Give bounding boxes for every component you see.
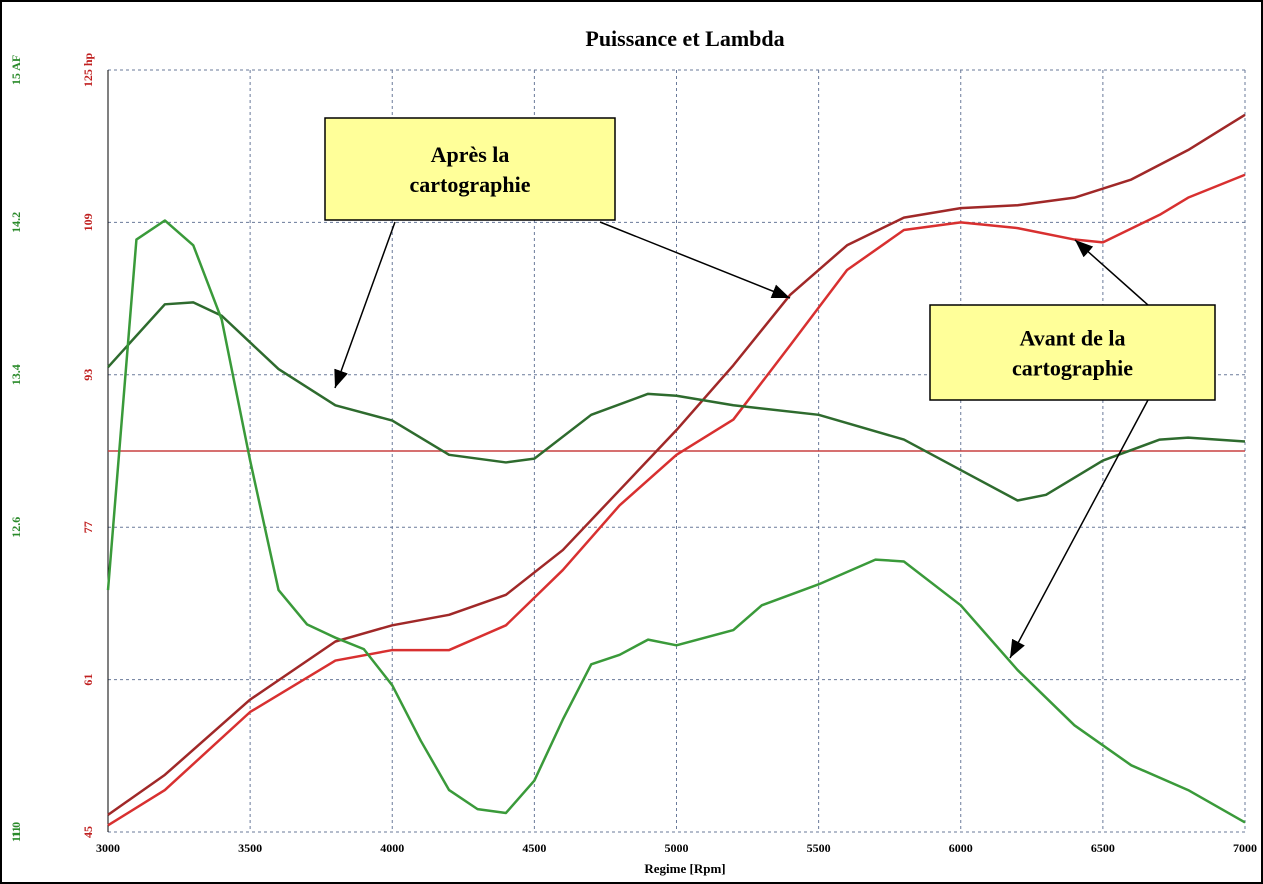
annotation-arrow xyxy=(599,221,791,299)
annotation-arrow xyxy=(334,221,396,389)
x-tick-label: 4500 xyxy=(522,841,546,855)
annotation-text: Après la xyxy=(431,142,510,167)
x-tick-label: 6000 xyxy=(949,841,973,855)
y-tick-label: 45 xyxy=(81,826,95,838)
annotation-text: Avant de la xyxy=(1020,326,1126,351)
series-line xyxy=(106,219,1246,824)
series-line xyxy=(107,113,1246,816)
y-tick-label: 109 xyxy=(81,213,95,231)
x-tick-label: 4000 xyxy=(380,841,404,855)
y2-tick-label: 11 xyxy=(9,826,23,837)
annotation-box xyxy=(929,304,1216,401)
chart-title: Puissance et Lambda xyxy=(585,26,784,51)
y2-tick-label: 13.4 xyxy=(9,364,23,385)
x-tick-label: 3500 xyxy=(238,841,262,855)
annotation-arrow xyxy=(1074,239,1149,306)
y2-tick-label: 15 AF xyxy=(9,55,23,85)
y-tick-label: 125 hp xyxy=(81,53,95,88)
x-axis-label: Regime [Rpm] xyxy=(644,861,725,876)
y2-tick-label: 14.2 xyxy=(9,212,23,233)
y2-tick-label: 11.0 xyxy=(9,822,23,842)
x-tick-label: 7000 xyxy=(1233,841,1257,855)
x-tick-label: 5000 xyxy=(665,841,689,855)
x-tick-label: 3000 xyxy=(96,841,120,855)
annotation-text: cartographie xyxy=(410,172,531,197)
annotation-box xyxy=(324,117,616,221)
y2-tick-label: 12.6 xyxy=(9,517,23,538)
y-tick-label: 77 xyxy=(81,521,95,533)
x-tick-label: 6500 xyxy=(1091,841,1115,855)
series-line xyxy=(107,173,1246,827)
y-tick-label: 61 xyxy=(81,674,95,686)
series-line xyxy=(107,301,1246,502)
x-tick-label: 5500 xyxy=(807,841,831,855)
y-tick-label: 93 xyxy=(81,369,95,381)
annotation-text: cartographie xyxy=(1012,356,1133,381)
annotation-arrow xyxy=(1009,399,1149,659)
